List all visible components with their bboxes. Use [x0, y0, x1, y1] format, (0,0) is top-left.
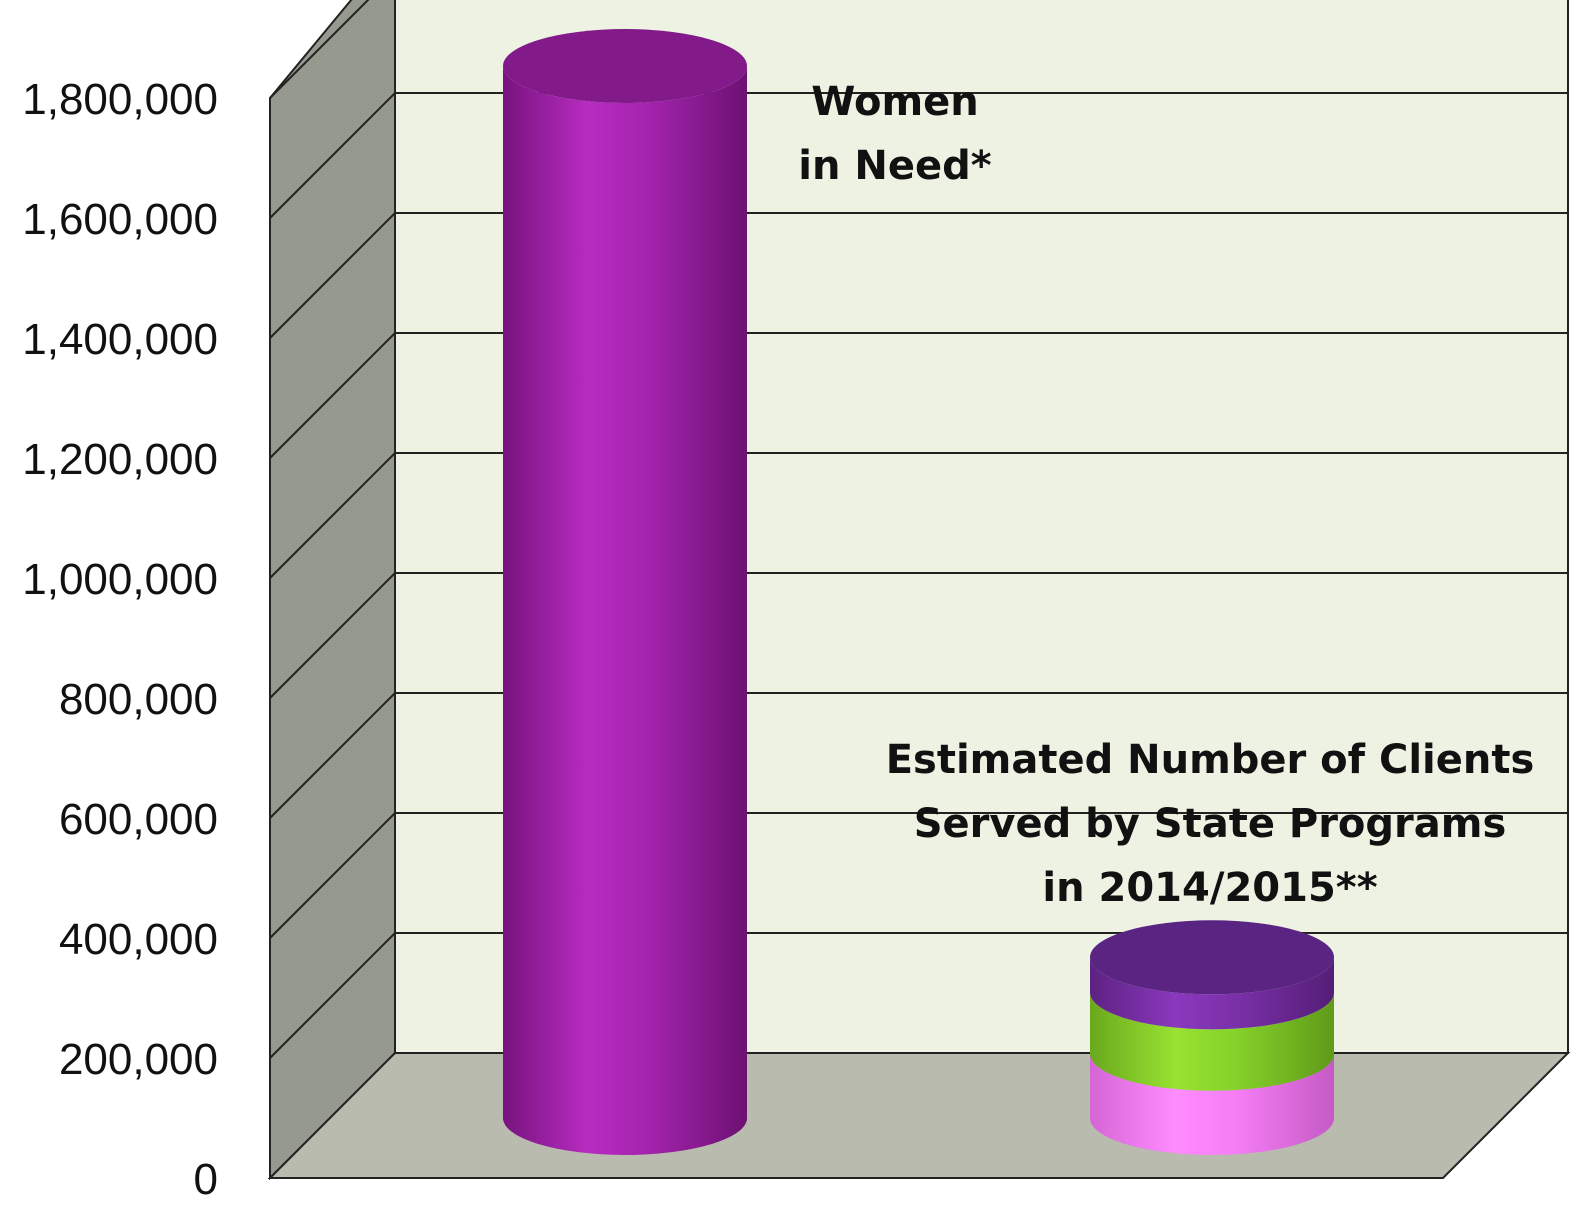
- bar-segment: [503, 66, 747, 1155]
- gridline: [269, 572, 1568, 699]
- gridline: [269, 812, 1568, 939]
- y-tick-label: 1,600,000: [22, 195, 218, 244]
- gridlines: [269, 0, 1568, 1059]
- y-tick-label: 800,000: [59, 675, 218, 724]
- y-axis-ticks: 0 200,000 400,000 600,000 800,000 1,000,000 1,…: [22, 75, 218, 1204]
- y-tick-label: 0: [194, 1155, 218, 1204]
- bar-segment: [1090, 1053, 1334, 1155]
- gridline: [269, 332, 1568, 459]
- y-tick-label: 600,000: [59, 795, 218, 844]
- y-tick-label: 400,000: [59, 915, 218, 964]
- y-tick-label: 1,400,000: [22, 315, 218, 364]
- bars: [503, 29, 1334, 1155]
- y-tick-label: 1,000,000: [22, 555, 218, 604]
- bar-labels: Women in Need* Estimated Number of Clients…: [798, 79, 1534, 911]
- side-wall: [269, 0, 396, 1181]
- bar-1: [503, 29, 747, 1155]
- bar-label-line: in Need*: [798, 143, 991, 189]
- bar-2: [1090, 920, 1334, 1155]
- bar-label-line: in 2014/2015**: [1042, 865, 1377, 911]
- gridline: [269, 452, 1568, 579]
- bar-top-cap: [503, 29, 747, 103]
- bar-segment: [1090, 957, 1334, 1030]
- bar-label-line: Women: [811, 79, 978, 125]
- y-tick-label: 200,000: [59, 1035, 218, 1084]
- bar-segment: [1090, 992, 1334, 1091]
- y-tick-label: 1,800,000: [22, 75, 218, 124]
- bar-label-line: Estimated Number of Clients: [886, 737, 1535, 783]
- bar-label-line: Served by State Programs: [914, 801, 1507, 847]
- gridline: [269, 92, 1568, 219]
- gridline: [269, 692, 1568, 819]
- gridline: [269, 212, 1568, 339]
- gridline: [269, 0, 370, 99]
- bar-top-cap: [1090, 920, 1334, 995]
- y-tick-label: 1,200,000: [22, 435, 218, 484]
- floor: [267, 1052, 1571, 1179]
